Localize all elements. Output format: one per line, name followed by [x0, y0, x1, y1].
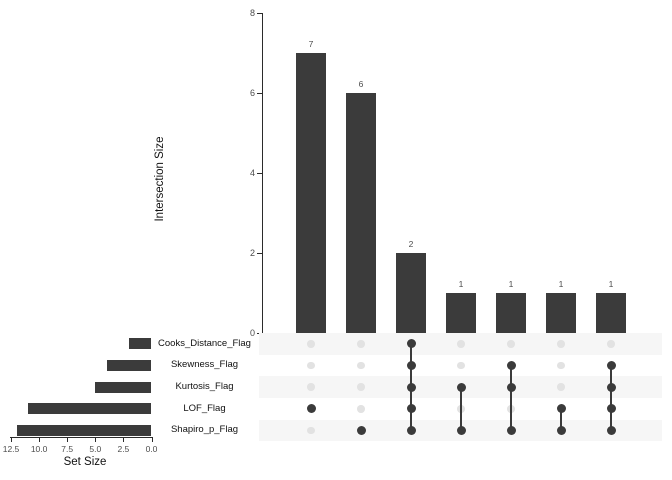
matrix-connector-line — [460, 387, 462, 431]
matrix-dot-light — [507, 340, 515, 348]
matrix-dot-light — [357, 383, 365, 391]
matrix-dot-dark — [406, 360, 416, 370]
set-label: Shapiro_p_Flag — [170, 424, 239, 436]
matrix-dot-dark — [306, 404, 316, 414]
ytick-label: 4 — [249, 167, 255, 178]
ytick-label: 2 — [249, 247, 255, 258]
intersection-bar-count: 1 — [608, 279, 614, 289]
matrix-dot-light — [557, 340, 565, 348]
intersection-bar — [596, 293, 626, 333]
xtick-label: 2.5 — [117, 444, 130, 454]
intersection-bar-count: 6 — [358, 79, 364, 89]
matrix-dot-light — [457, 340, 465, 348]
matrix-dot-dark — [506, 425, 516, 435]
matrix-dot-dark — [456, 425, 466, 435]
intersection-bar-count: 1 — [458, 279, 464, 289]
matrix-connector-line — [560, 408, 562, 431]
set-size-axis-line — [10, 437, 153, 438]
matrix-dot-dark — [556, 404, 566, 414]
xtick-mark — [39, 437, 41, 442]
matrix-dot-light — [557, 361, 565, 370]
matrix-dot-light — [307, 383, 315, 391]
xtick-label: 0.0 — [145, 444, 158, 454]
ytick-mark — [257, 93, 262, 94]
xtick-mark — [11, 437, 12, 442]
set-size-axis-title: Set Size — [63, 456, 107, 468]
intersection-bar-count: 1 — [508, 279, 514, 289]
matrix-dot-dark — [406, 425, 416, 435]
matrix-dot-light — [307, 340, 315, 348]
matrix-dot-light — [357, 405, 365, 413]
xtick-mark — [67, 437, 69, 442]
matrix-dot-dark — [406, 382, 416, 392]
matrix-dot-dark — [606, 360, 616, 370]
set-size-bar — [129, 338, 152, 350]
set-size-bar — [95, 381, 152, 393]
matrix-dot-dark — [456, 382, 466, 392]
intersection-bar — [396, 253, 426, 333]
intersection-size-axis-title: Intersection Size — [154, 136, 166, 222]
set-size-bar — [106, 359, 152, 371]
ytick-label: 8 — [249, 7, 255, 18]
ytick-label: 0 — [249, 327, 255, 338]
xtick-label: 5.0 — [89, 444, 102, 454]
xtick-mark — [95, 437, 97, 442]
intersection-bar — [546, 293, 576, 333]
matrix-dot-light — [607, 340, 615, 348]
matrix-dot-light — [307, 361, 315, 370]
xtick-label: 12.5 — [2, 444, 20, 454]
matrix-dot-dark — [606, 425, 616, 435]
ytick-mark — [257, 253, 262, 254]
set-label: Kurtosis_Flag — [175, 381, 234, 393]
matrix-dot-dark — [506, 360, 516, 370]
set-size-bar — [16, 424, 152, 436]
ytick-mark — [257, 173, 262, 174]
matrix-dot-light — [457, 361, 465, 370]
xtick-label: 7.5 — [61, 444, 74, 454]
matrix-dot-dark — [406, 339, 416, 349]
set-size-bar — [27, 403, 152, 415]
matrix-dot-dark — [606, 382, 616, 392]
intersection-bar — [496, 293, 526, 333]
matrix-dot-light — [307, 426, 315, 435]
ytick-label: 6 — [249, 87, 255, 98]
matrix-dot-dark — [606, 404, 616, 414]
set-label: Cooks_Distance_Flag — [158, 337, 251, 349]
matrix-connector-line — [510, 365, 512, 431]
matrix-dot-light — [357, 340, 365, 348]
intersection-bar — [446, 293, 476, 333]
xtick-mark — [151, 437, 153, 442]
xtick-label: 10.0 — [30, 444, 48, 454]
matrix-dot-dark — [556, 425, 566, 435]
ytick-mark — [257, 13, 262, 14]
matrix-dot-light — [557, 383, 565, 391]
set-label: Skewness_Flag — [170, 359, 239, 371]
intersection-bar — [346, 93, 376, 333]
matrix-connector-line — [610, 365, 612, 431]
y-axis-line — [262, 13, 263, 333]
set-label: LOF_Flag — [183, 402, 226, 414]
intersection-bar-count: 1 — [558, 279, 564, 289]
intersection-bar-count: 7 — [308, 39, 314, 49]
intersection-bar — [296, 53, 326, 333]
matrix-dot-dark — [506, 382, 516, 392]
intersection-bar-count: 2 — [408, 239, 414, 249]
matrix-dot-dark — [406, 404, 416, 414]
matrix-dot-dark — [356, 425, 366, 435]
matrix-dot-light — [357, 361, 365, 370]
xtick-mark — [123, 437, 125, 442]
